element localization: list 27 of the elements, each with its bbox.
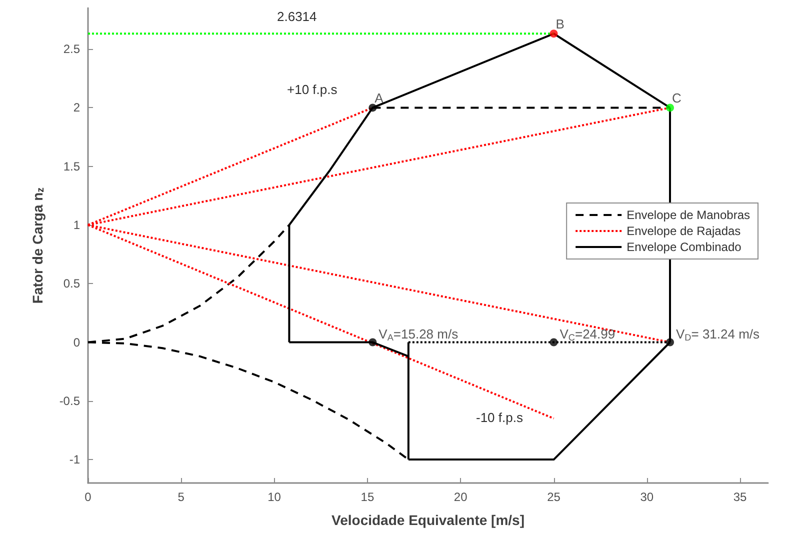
- annotation: -10 f.p.s: [476, 410, 524, 425]
- x-tick-label: 15: [360, 490, 374, 504]
- y-tick-label: 1.5: [63, 159, 80, 174]
- legend-label: Envelope de Manobras: [626, 208, 750, 222]
- y-axis-title: Fator de Carga nz: [30, 187, 46, 304]
- legend-label: Envelope Combinado: [626, 240, 742, 254]
- y-tick-label: 1: [73, 218, 80, 232]
- y-tick-label: 0.5: [63, 276, 80, 291]
- x-tick-label: 25: [547, 490, 561, 504]
- y-tick-label: -0.5: [59, 394, 80, 408]
- annotation: B: [556, 16, 564, 32]
- annotation: +10 f.p.s: [287, 82, 338, 97]
- legend-label: Envelope de Rajadas: [626, 224, 741, 238]
- x-tick-label: 10: [268, 490, 282, 504]
- x-tick-label: 35: [733, 490, 748, 504]
- x-tick-label: 0: [84, 490, 92, 504]
- y-tick-label: 0: [73, 335, 80, 350]
- annotation: 2.6314: [277, 9, 317, 24]
- x-axis-title: Velocidade Equivalente [m/s]: [332, 512, 524, 528]
- x-tick-label: 30: [640, 490, 654, 504]
- annotation: C: [672, 90, 682, 106]
- x-tick-label: 20: [454, 490, 468, 504]
- y-tick-label: -1: [69, 452, 80, 467]
- y-tick-label: 2: [73, 100, 80, 115]
- x-tick-label: 5: [178, 490, 185, 504]
- annotation: A: [374, 90, 384, 106]
- y-tick-label: 2.5: [63, 42, 80, 56]
